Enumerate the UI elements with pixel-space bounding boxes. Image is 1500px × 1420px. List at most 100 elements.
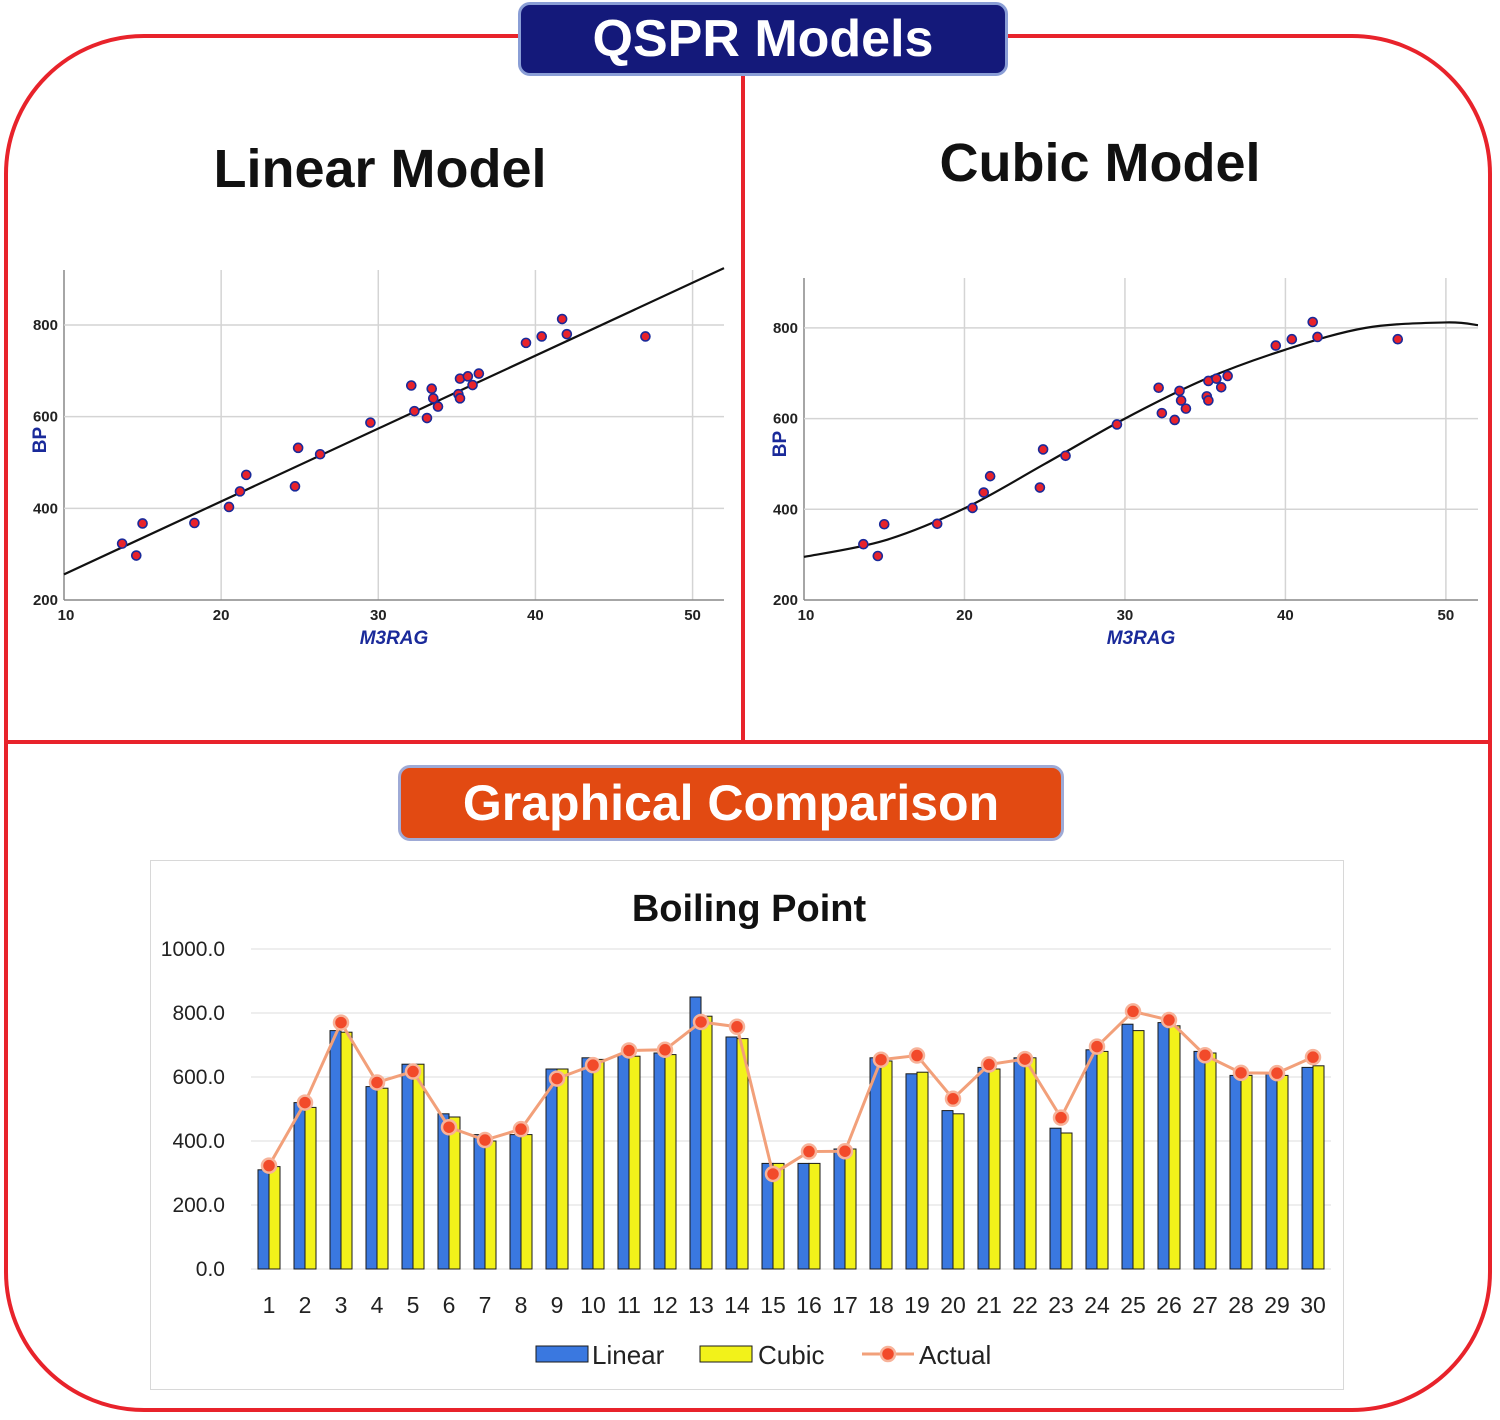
actual-marker [764, 1165, 782, 1183]
data-point [1307, 316, 1319, 328]
fit-curve [803, 321, 1479, 558]
cubic-bar [268, 1166, 281, 1270]
linear-bar [329, 1030, 342, 1270]
linear-bar [401, 1063, 414, 1270]
x-axis-label: M3RAG [360, 628, 429, 649]
cubic-bar [376, 1087, 389, 1270]
cubic-bar [1204, 1052, 1217, 1270]
actual-marker [476, 1131, 494, 1149]
cubic-bar [1240, 1074, 1253, 1270]
linear-bar [833, 1148, 846, 1270]
actual-marker [1304, 1048, 1322, 1066]
linear-bar [941, 1110, 954, 1270]
data-point [365, 417, 376, 428]
linear-bar [689, 996, 702, 1270]
cubic-bar [1024, 1057, 1037, 1270]
actual-marker [620, 1042, 638, 1059]
data-point [1060, 450, 1071, 462]
y-tick-label: 600 [33, 409, 58, 426]
data-point [1174, 385, 1185, 397]
y-tick-label: 600 [773, 411, 798, 428]
linear-bar [1193, 1050, 1206, 1270]
linear-bar [977, 1066, 990, 1270]
cubic-bar [700, 1015, 713, 1270]
data-point [292, 442, 304, 454]
data-point [130, 550, 142, 561]
actual-marker [404, 1063, 422, 1080]
cubic-bar [628, 1055, 641, 1270]
linear-bar [653, 1052, 666, 1270]
x-tick-label: 14 [724, 1292, 750, 1318]
x-tick-label: 50 [684, 607, 701, 624]
actual-marker [260, 1157, 278, 1174]
linear-bar [905, 1073, 918, 1270]
data-point [556, 313, 568, 325]
data-point [872, 550, 884, 562]
actual-marker [1268, 1064, 1286, 1082]
cubic-bar [916, 1071, 929, 1270]
x-tick-label: 24 [1084, 1292, 1110, 1318]
legend-linear-label: Linear [592, 1340, 665, 1370]
x-tick-label: 16 [796, 1292, 822, 1318]
data-point [1286, 333, 1298, 345]
x-tick-label: 1 [263, 1292, 276, 1318]
data-point [421, 412, 433, 424]
data-point [189, 517, 200, 529]
fit-curve [63, 267, 725, 576]
x-tick-label: 40 [527, 607, 544, 624]
actual-marker [872, 1051, 890, 1068]
data-point [978, 487, 990, 498]
actual-marker [836, 1142, 854, 1160]
y-tick-label: 200.0 [172, 1194, 225, 1217]
y-tick-label: 1000.0 [161, 938, 225, 961]
legend-linear-swatch [535, 1345, 589, 1363]
linear-bar [1265, 1073, 1278, 1270]
actual-marker [944, 1090, 962, 1108]
cubic-bar [1060, 1132, 1073, 1270]
data-point [1180, 403, 1192, 414]
data-point [931, 518, 943, 530]
data-point [561, 328, 573, 340]
legend-cubic-label: Cubic [758, 1340, 824, 1370]
linear-bar [509, 1134, 522, 1270]
cubic-bar [304, 1106, 317, 1270]
cubic-bar [988, 1068, 1001, 1270]
data-point [1034, 482, 1046, 493]
cubic-bar [592, 1058, 605, 1270]
actual-marker [296, 1094, 314, 1111]
y-tick-label: 400.0 [172, 1130, 225, 1153]
cubic-bar [448, 1116, 461, 1270]
data-point [473, 368, 485, 379]
data-point [1153, 382, 1164, 394]
data-point [967, 502, 978, 514]
actual-marker [1196, 1046, 1214, 1064]
x-tick-label: 6 [443, 1292, 456, 1318]
actual-marker [1016, 1050, 1034, 1068]
data-point [426, 383, 438, 395]
linear-bar [1157, 1022, 1170, 1270]
x-tick-label: 19 [904, 1292, 930, 1318]
y-tick-label: 800 [33, 317, 58, 334]
data-point [1270, 340, 1282, 351]
y-tick-label: 400 [773, 501, 798, 518]
actual-marker [1088, 1038, 1106, 1055]
legend-cubic-swatch [699, 1345, 753, 1363]
linear-bar [869, 1057, 882, 1270]
data-point [1169, 414, 1181, 426]
linear-bar [1229, 1074, 1242, 1270]
x-tick-label: 23 [1048, 1292, 1074, 1318]
data-point [467, 379, 478, 391]
data-point [1222, 370, 1233, 382]
data-point [1156, 407, 1168, 419]
x-axis-label: M3RAG [1107, 628, 1176, 649]
data-point [858, 538, 869, 550]
linear-bar [581, 1057, 594, 1270]
data-point [234, 486, 246, 497]
comparison-title: Graphical Comparison [398, 765, 1064, 841]
x-tick-label: 4 [371, 1292, 384, 1318]
linear-bar [365, 1086, 378, 1270]
x-tick-label: 20 [213, 607, 230, 624]
linear-bar [725, 1036, 738, 1270]
linear-bar [257, 1169, 270, 1270]
boiling-point-chart-box: Boiling Point 0.0 200.0 400.0 600.0 800.0 1000… [150, 860, 1344, 1390]
